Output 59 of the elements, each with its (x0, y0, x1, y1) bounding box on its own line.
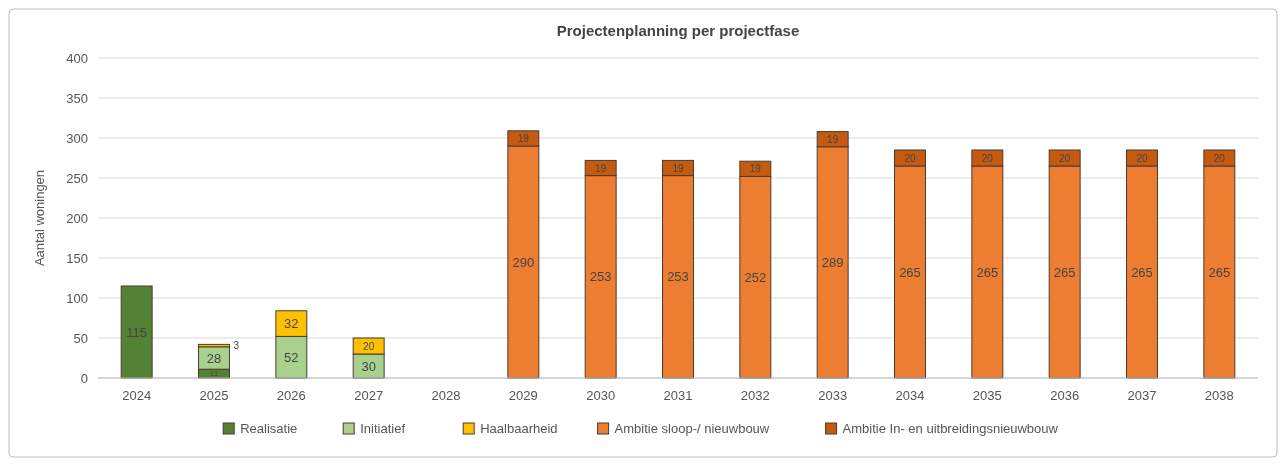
x-tick-label: 2025 (199, 388, 229, 403)
legend-label: Realisatie (240, 421, 298, 436)
y-tick-label: 350 (66, 90, 88, 106)
x-tick-label: 2034 (895, 388, 925, 403)
data-label: 30 (361, 358, 376, 374)
data-label: 265 (899, 264, 921, 280)
data-label: 289 (821, 254, 844, 270)
x-tick-label: 2033 (818, 388, 848, 403)
data-label: 32 (284, 316, 299, 332)
x-tick-label: 2024 (122, 388, 152, 403)
data-label: 19 (749, 163, 762, 175)
data-label: 52 (284, 349, 299, 365)
data-label: 253 (667, 269, 689, 285)
y-tick-label: 200 (66, 210, 88, 226)
data-label: 20 (981, 152, 994, 164)
y-tick-label: 150 (66, 250, 88, 266)
y-tick-label: 250 (66, 170, 88, 186)
data-label: 252 (744, 269, 767, 285)
x-tick-label: 2037 (1127, 388, 1157, 403)
x-tick-label: 2035 (972, 388, 1002, 403)
legend-label: Initiatief (360, 421, 406, 436)
data-label: 28 (206, 350, 222, 366)
data-label: 265 (976, 264, 999, 280)
x-tick-label: 2036 (1050, 388, 1080, 403)
y-tick-label: 50 (73, 330, 88, 346)
x-tick-label: 2026 (276, 388, 306, 403)
y-tick-label: 0 (80, 370, 88, 386)
legend-label: Haalbaarheid (480, 421, 558, 436)
data-label: 19 (595, 162, 607, 174)
y-tick-label: 300 (66, 130, 88, 146)
data-label: 20 (363, 340, 375, 352)
data-label: 20 (1059, 152, 1071, 164)
y-tick-label: 100 (66, 290, 88, 306)
y-tick-label: 400 (66, 50, 88, 66)
legend-label: Ambitie In- en uitbreidingsnieuwbouw (842, 421, 1059, 436)
x-tick-label: 2032 (740, 388, 770, 403)
x-tick-label: 2030 (586, 388, 616, 403)
data-label: 253 (589, 269, 612, 285)
data-label: 20 (1213, 152, 1226, 164)
data-label: 19 (517, 132, 530, 144)
x-tick-label: 2028 (431, 388, 461, 403)
bar (120, 285, 153, 379)
data-label: 265 (1053, 264, 1076, 280)
data-label: 265 (1208, 264, 1231, 280)
data-label: 19 (672, 162, 684, 174)
x-tick-label: 2029 (508, 388, 538, 403)
y-axis-title: Aantal woningen (32, 169, 47, 267)
x-tick-label: 2038 (1204, 388, 1234, 403)
data-label: 115 (126, 324, 148, 340)
x-tick-label: 2031 (663, 388, 693, 403)
data-label: 3 (233, 340, 240, 352)
data-label: 20 (904, 152, 916, 164)
data-label: 265 (1131, 264, 1153, 280)
data-label: 19 (827, 133, 839, 145)
x-tick-label: 2027 (354, 388, 384, 403)
legend-label: Ambitie sloop-/ nieuwbouw (614, 421, 770, 436)
data-label: 290 (512, 254, 535, 270)
chart-title: Projectenplanning per projectfase (556, 22, 800, 39)
data-label: 20 (1136, 152, 1148, 164)
